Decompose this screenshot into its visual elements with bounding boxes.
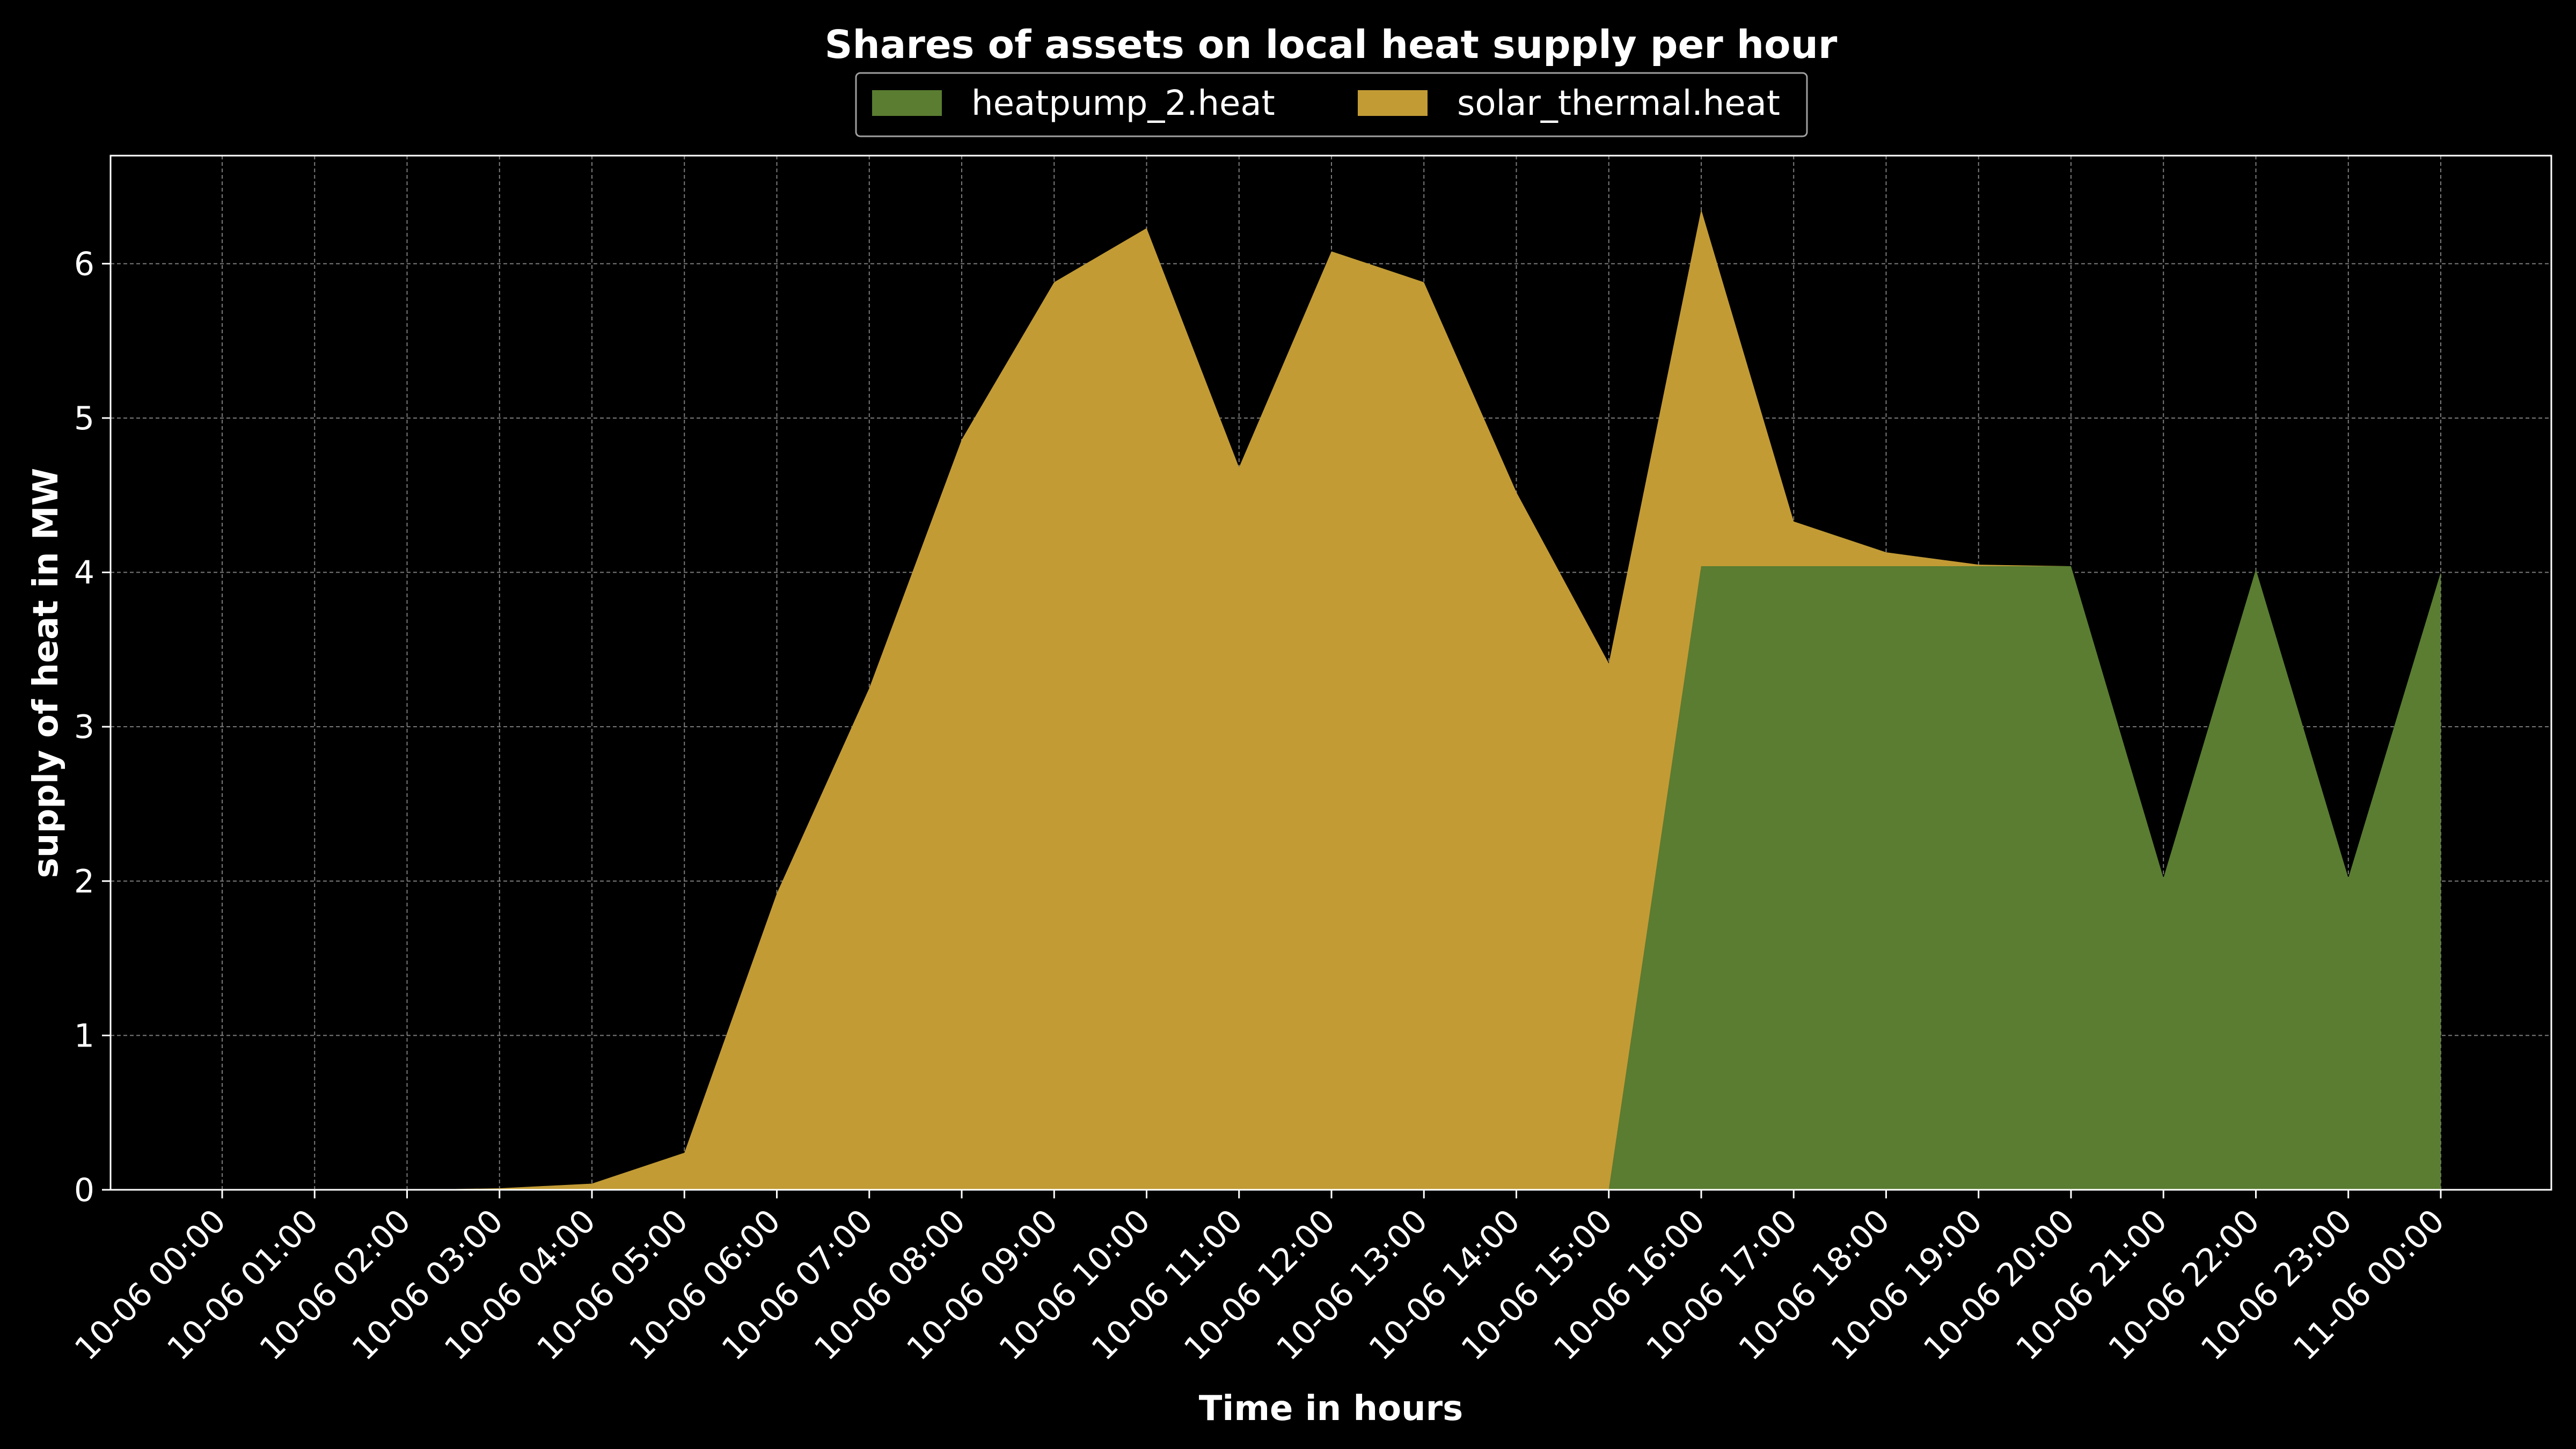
y-axis-title: supply of heat in MW [26, 468, 66, 878]
y-tick-label: 3 [74, 708, 94, 746]
y-tick-label: 4 [74, 554, 94, 592]
plot-areas [222, 209, 2441, 1190]
chart-title: Shares of assets on local heat supply pe… [825, 22, 1838, 67]
area-solar-thermal [222, 209, 2441, 1190]
x-axis-title: Time in hours [1199, 1389, 1463, 1429]
legend-swatch-solar-thermal [1358, 90, 1428, 116]
legend-label-heatpump: heatpump_2.heat [971, 84, 1275, 123]
y-tick-label: 2 [74, 863, 94, 901]
y-tick-label: 6 [74, 245, 94, 283]
y-tick-label: 1 [74, 1017, 94, 1055]
legend: heatpump_2.heat solar_thermal.heat [855, 72, 1808, 137]
legend-box [855, 72, 1808, 137]
y-tick-label: 0 [74, 1172, 94, 1209]
legend-label-solar-thermal: solar_thermal.heat [1457, 84, 1780, 123]
legend-swatch-heatpump [872, 90, 942, 116]
area-heatpump-2 [222, 566, 2441, 1190]
y-tick-label: 5 [74, 400, 94, 437]
